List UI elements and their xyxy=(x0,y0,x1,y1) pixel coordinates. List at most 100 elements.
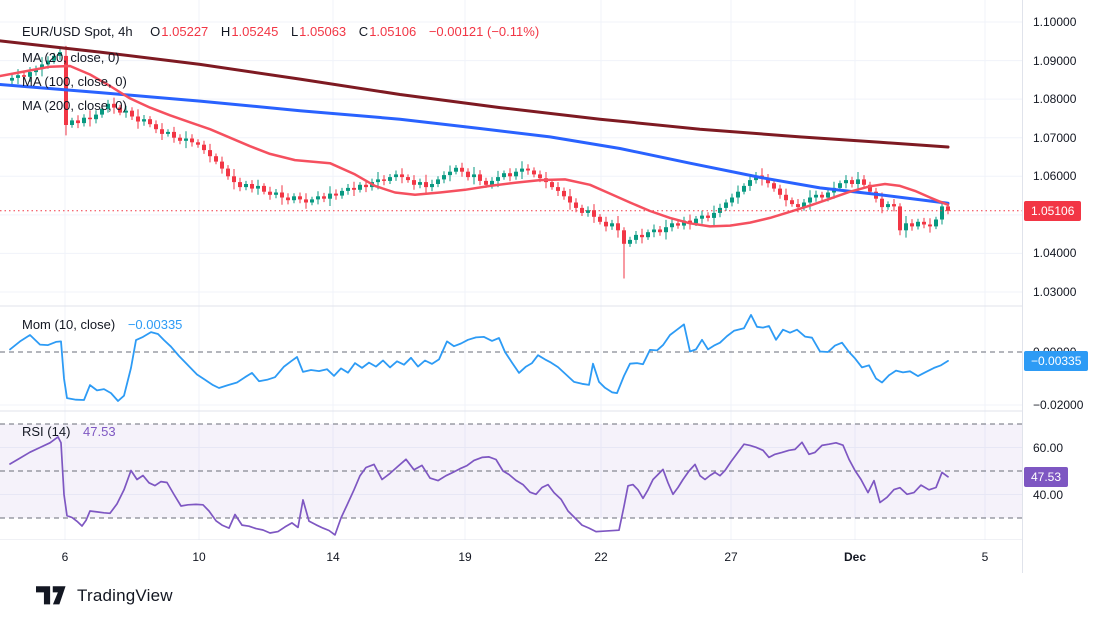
candle-body xyxy=(202,144,206,151)
candle-body xyxy=(250,184,254,189)
candle-body xyxy=(394,174,398,178)
candle-body xyxy=(142,119,146,122)
ohlc-open-label: O xyxy=(150,24,161,39)
ohlc-low-value: 1.05063 xyxy=(299,24,347,39)
candle-body xyxy=(520,168,524,172)
candle-body xyxy=(694,218,698,224)
candle-body xyxy=(670,223,674,228)
price-axis[interactable]: 1.10000 1.09000 1.08000 1.07000 1.06000 1.040… xyxy=(1022,0,1118,573)
candle-body xyxy=(364,184,368,188)
candle-body xyxy=(382,179,386,181)
time-axis-label: 10 xyxy=(192,550,206,564)
candle-body xyxy=(688,220,692,224)
candle-body xyxy=(652,229,656,233)
candle-body xyxy=(52,55,56,61)
candle-body xyxy=(310,199,314,203)
candle-body xyxy=(868,184,872,192)
ma200-line xyxy=(0,39,950,149)
price-axis-label: 1.03000 xyxy=(1033,284,1077,299)
time-axis-label: Dec xyxy=(843,550,866,564)
ohlc-low-label: L xyxy=(290,24,299,39)
candle-body xyxy=(292,196,296,201)
candle-body xyxy=(268,191,272,195)
candle-body xyxy=(586,210,590,213)
candle-body xyxy=(634,234,638,240)
candle-body xyxy=(412,180,416,185)
candle-body xyxy=(538,174,542,179)
candle-body xyxy=(622,230,626,244)
candle-body xyxy=(88,117,92,120)
candle-body xyxy=(112,103,116,108)
ma200-legend-label: MA (200, close, 0) xyxy=(22,98,127,113)
candle-body xyxy=(124,110,128,113)
tradingview-brand-text: TradingView xyxy=(77,585,173,605)
candle-body xyxy=(550,182,554,188)
candle-body xyxy=(118,107,122,113)
price-axis-label: 1.09000 xyxy=(1033,53,1077,68)
candle-body xyxy=(76,120,80,124)
chart-canvas[interactable] xyxy=(0,0,1022,573)
symbol-title: EUR/USD Spot, 4h xyxy=(22,24,133,39)
candle-body xyxy=(820,194,824,198)
candle-body xyxy=(862,179,866,185)
momentum-legend-row[interactable]: Mom (10, close) −0.00335 xyxy=(22,317,182,332)
candle-body xyxy=(490,180,494,185)
tradingview-watermark[interactable]: TradingView xyxy=(36,585,173,606)
candle-body xyxy=(448,171,452,176)
candle-body xyxy=(916,221,920,227)
candle-body xyxy=(892,204,896,207)
momentum-line xyxy=(9,313,949,402)
ma20-legend-row[interactable]: MA (20, close, 0) xyxy=(22,50,120,65)
candle-body xyxy=(472,174,476,178)
ma100-legend-row[interactable]: MA (100, close, 0) xyxy=(22,74,127,89)
candle-body xyxy=(166,131,170,134)
candle-body xyxy=(328,193,332,199)
candle-body xyxy=(460,167,464,172)
time-axis[interactable]: 6 10 14 19 22 27 Dec 5 xyxy=(0,540,1022,573)
candle-body xyxy=(508,173,512,177)
candle-body xyxy=(340,190,344,196)
ohlc-close-value: 1.05106 xyxy=(369,24,417,39)
candle-body xyxy=(610,223,614,227)
time-axis-label: 27 xyxy=(724,550,738,564)
rsi-legend-row[interactable]: RSI (14) 47.53 xyxy=(22,424,116,439)
candle-body xyxy=(232,176,236,183)
candle-body xyxy=(850,180,854,184)
candle-body xyxy=(646,232,650,238)
candle-body xyxy=(514,171,518,177)
ohlc-high-label: H xyxy=(220,24,231,39)
rsi-legend-value: 47.53 xyxy=(83,424,116,439)
candle-body xyxy=(196,142,200,145)
candle-body xyxy=(790,200,794,205)
symbol-legend-row[interactable]: EUR/USD Spot, 4h O1.05227 H1.05245 L1.05… xyxy=(22,24,539,39)
candle-body xyxy=(304,199,308,203)
candle-body xyxy=(922,221,926,225)
candle-body xyxy=(598,216,602,222)
price-axis-label: 1.04000 xyxy=(1033,246,1077,261)
candle-body xyxy=(886,204,890,208)
last-price-badge: 1.05106 xyxy=(1024,200,1082,221)
candle-body xyxy=(298,196,302,200)
candle-body xyxy=(214,156,218,162)
candle-body xyxy=(496,177,500,181)
candle-body xyxy=(418,182,422,185)
candle-body xyxy=(322,196,326,199)
candle-body xyxy=(736,191,740,198)
ma200-legend-row[interactable]: MA (200, close, 0) xyxy=(22,98,127,113)
candle-body xyxy=(226,168,230,177)
rsi-line xyxy=(9,436,949,536)
candle-body xyxy=(58,52,62,56)
ma20-line xyxy=(0,64,950,228)
candle-body xyxy=(784,194,788,201)
candle-body xyxy=(352,187,356,190)
candle-body xyxy=(640,234,644,238)
candle-body xyxy=(82,117,86,124)
candle-body xyxy=(274,192,278,195)
candle-body xyxy=(184,138,188,141)
candle-body xyxy=(46,60,50,65)
candle-body xyxy=(40,64,44,70)
candle-body xyxy=(316,196,320,200)
candle-body xyxy=(730,197,734,203)
candle-body xyxy=(346,187,350,191)
